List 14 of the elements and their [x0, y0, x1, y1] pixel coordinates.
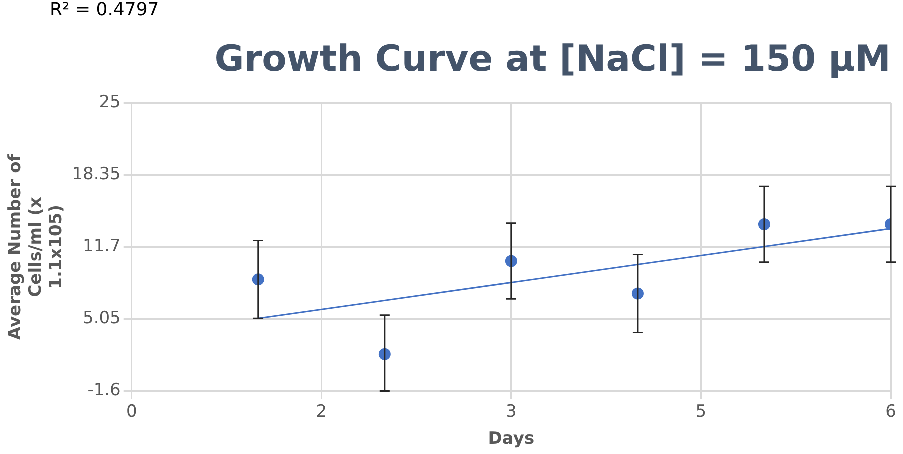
- x-tick-label: 3: [506, 402, 517, 422]
- y-tick-label: 18.35: [72, 164, 121, 185]
- x-tick-label: 6: [886, 402, 896, 422]
- y-axis-title: Average Number of Cells/ml (x 1.1x105): [6, 154, 66, 340]
- x-tick-label: 2: [316, 402, 328, 422]
- y-tick-label: -1.6: [88, 380, 121, 401]
- y-tick-label: 5.05: [83, 308, 121, 329]
- y-tick-label: 11.7: [83, 236, 121, 257]
- x-tick-label: 5: [696, 402, 707, 422]
- x-axis-title: Days: [488, 429, 535, 450]
- x-tick-label: 0: [126, 402, 138, 422]
- text: R² = 0.4797: [50, 0, 160, 21]
- y-tick-label: 25: [99, 92, 121, 113]
- chart-title: Growth Curve at [NaCl] = 150 μM: [214, 38, 891, 80]
